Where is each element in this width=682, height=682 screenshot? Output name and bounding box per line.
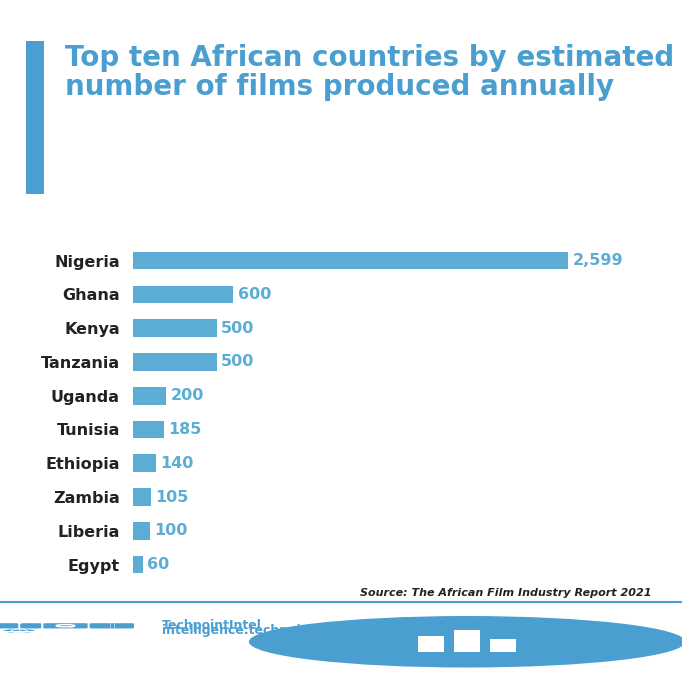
Text: f: f — [16, 619, 22, 632]
Text: 500: 500 — [221, 355, 254, 370]
Text: 2,599: 2,599 — [572, 253, 623, 268]
Text: Top ten African countries by estimated: Top ten African countries by estimated — [65, 44, 674, 72]
Bar — [133, 556, 143, 574]
Text: 500: 500 — [221, 321, 254, 336]
FancyBboxPatch shape — [0, 623, 42, 628]
Bar — [133, 286, 233, 303]
Circle shape — [249, 616, 682, 668]
Text: 105: 105 — [155, 490, 188, 505]
Circle shape — [3, 629, 35, 633]
Bar — [133, 387, 166, 404]
Bar — [133, 488, 151, 506]
Bar — [133, 353, 217, 371]
FancyBboxPatch shape — [90, 623, 134, 628]
Bar — [133, 522, 150, 539]
Text: Source: The African Film Industry Report 2021: Source: The African Film Industry Report… — [360, 588, 651, 598]
Text: 🐦: 🐦 — [109, 621, 115, 630]
Text: intelligence.techpoint.africa: intelligence.techpoint.africa — [162, 625, 360, 638]
Bar — [490, 639, 516, 652]
Text: 600: 600 — [238, 287, 271, 302]
Text: 100: 100 — [154, 523, 188, 538]
Text: 140: 140 — [161, 456, 194, 471]
Bar — [133, 319, 217, 337]
Bar — [454, 629, 480, 652]
Text: 185: 185 — [168, 422, 202, 437]
Bar — [133, 454, 156, 472]
Bar — [418, 636, 444, 652]
FancyBboxPatch shape — [44, 623, 87, 628]
Text: number of films produced annually: number of films produced annually — [65, 73, 614, 101]
Text: TechpointIntel: TechpointIntel — [162, 619, 261, 632]
Text: 200: 200 — [170, 388, 204, 403]
Text: 60: 60 — [147, 557, 170, 572]
Bar — [133, 252, 568, 269]
Bar — [133, 421, 164, 439]
